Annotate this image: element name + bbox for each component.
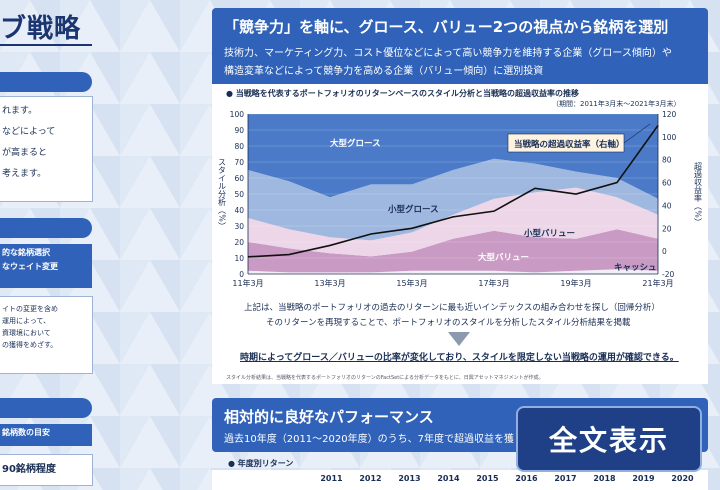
year-cell: 2014 [437, 474, 460, 483]
year-cell: 2015 [476, 474, 499, 483]
y-right-tick-label: 60 [662, 179, 672, 188]
chart-note-1: 上記は、当戦略のポートフォリオの過去のリターンに最も近いインデックスの組み合わせ… [244, 303, 660, 313]
y-left-tick-label: 100 [230, 110, 245, 119]
section-bar-3 [0, 398, 92, 418]
info-box-3: 90銘柄程度 [0, 454, 93, 486]
area-series-0 [248, 269, 658, 274]
y-right-tick-label: 0 [662, 247, 667, 256]
sub-header-text: なウェイト変更 [2, 262, 58, 271]
y-left-tick-label: 70 [234, 158, 244, 167]
year-cell: 2013 [398, 474, 421, 483]
y-right-tick-label: 20 [662, 224, 672, 233]
title-rule [0, 44, 92, 46]
sub-header-text: 的な銘柄選択 [2, 248, 50, 257]
callout-label: 当戦略の超過収益率（右軸） [514, 139, 625, 150]
section-title: ブ戦略 [0, 14, 82, 44]
year-cell: 2012 [359, 474, 382, 483]
series-label: 大型バリュー [478, 252, 529, 263]
sub-header-2: 的な銘柄選択 なウェイト変更 [0, 244, 92, 288]
stock-count-value: 90銘柄程度 [2, 464, 56, 475]
info-text: れます。 [2, 106, 38, 116]
annual-return-label: ● 年度別リターン [228, 459, 294, 468]
strategy-panel: 「競争力」を軸に、グロース、バリュー2つの視点から銘柄を選別 技術力、マーケティ… [212, 8, 708, 88]
x-tick-label: 21年3月 [642, 278, 673, 288]
info-text: 考えます。 [2, 169, 47, 179]
down-arrow-icon [448, 332, 470, 346]
y-right-tick-label: 40 [662, 201, 672, 210]
y-right-tick-label: 80 [662, 156, 672, 165]
callout-pointer [623, 123, 651, 144]
chart-title: ● 当戦略を代表するポートフォリオのリターンベースのスタイル分析と当戦略の超過収… [226, 89, 579, 98]
y-left-tick-label: 40 [234, 206, 244, 215]
area-series-1 [248, 229, 658, 273]
info-text: 運用によって、 [2, 317, 51, 325]
chart-period: （期間：2011年3月末〜2021年3月末） [552, 100, 681, 108]
x-tick-label: 19年3月 [560, 278, 591, 288]
year-cell: 2011 [320, 474, 343, 483]
excess-return-line [247, 124, 659, 258]
y-right-axis-label: 超過収益率（%） [694, 161, 703, 226]
x-tick-label: 11年3月 [232, 278, 263, 288]
year-cell: 2017 [554, 474, 577, 483]
info-text: 資環境において [2, 329, 51, 337]
series-label: 小型グロース [387, 204, 439, 215]
y-left-tick-label: 50 [234, 190, 244, 199]
panel-title: 「競争力」を軸に、グロース、バリュー2つの視点から銘柄を選別 [224, 18, 669, 36]
year-cell: 2019 [632, 474, 655, 483]
y-left-tick-label: 30 [234, 222, 244, 231]
sub-header-3: 銘柄数の目安 [0, 424, 92, 446]
y-right-tick-label: -20 [662, 270, 674, 279]
info-text: などによって [2, 127, 56, 137]
area-series-3 [248, 158, 658, 241]
info-text: イトの変更を含め [2, 305, 58, 313]
y-left-tick-label: 80 [234, 142, 244, 151]
chart-conclusion: 時期によってグロース／バリューの比率が変化しており、スタイルを限定しない当戦略の… [240, 353, 679, 363]
x-tick-label: 15年3月 [396, 278, 427, 288]
series-label: 大型グロース [330, 138, 381, 149]
panel-text-1: 技術力、マーケティング力、コスト優位などによって高い競争力を維持する企業（グロー… [224, 48, 672, 59]
x-tick-label: 17年3月 [478, 278, 509, 288]
y-left-tick-label: 20 [234, 238, 244, 247]
info-box-1: れます。 などによって が高まると 考えます。 [0, 96, 93, 202]
section-bar-1 [0, 72, 92, 92]
year-header-row: 2011 2012 2013 2014 2015 2016 2017 2018 2019 2020 [212, 470, 708, 490]
y-right-tick-label: 100 [662, 133, 677, 142]
info-text: が高まると [2, 148, 48, 158]
performance-title: 相対的に良好なパフォーマンス [224, 408, 434, 426]
y-left-tick-label: 0 [239, 270, 244, 279]
y-left-axis-label: スタイル分析（%） [218, 158, 227, 230]
section-bar-2 [0, 218, 92, 238]
chart-note-2: そのリターンを再現することで、ポートフォリオのスタイルを分析したスタイル分析結果… [266, 318, 631, 328]
y-left-tick-label: 60 [234, 174, 244, 183]
left-column: ブ戦略 れます。 などによって が高まると 考えます。 的な銘柄選択 なウェイト… [0, 0, 96, 490]
info-text: の獲得をめざす。 [2, 341, 58, 349]
performance-text: 過去10年度（2011〜2020年度）のうち、7年度で超過収益を獲 [224, 434, 514, 445]
year-cell: 2020 [671, 474, 694, 483]
x-tick-label: 13年3月 [314, 278, 345, 288]
y-left-tick-label: 90 [234, 126, 244, 135]
style-analysis-chart: 0 10 20 30 40 50 60 70 80 90 100 -20 0 20 40 60 80 100 120… [218, 110, 703, 288]
series-label: キャッシュ [614, 263, 657, 273]
y-left-tick-label: 10 [234, 254, 244, 263]
panel-text-2: 構造変革などによって競争力を高める企業（バリュー傾向）に選別投資 [224, 66, 544, 77]
info-box-2: イトの変更を含め 運用によって、 資環境において の獲得をめざす。 [0, 296, 93, 374]
chart-footnote: スタイル分析結果は、当戦略を代表するポートフォリオのリターンのFactSetによ… [226, 375, 544, 381]
year-cell: 2018 [593, 474, 616, 483]
y-right-tick-label: 120 [662, 110, 677, 119]
year-cell: 2016 [515, 474, 538, 483]
show-full-text-button[interactable]: 全文表示 [516, 406, 702, 472]
series-label: 小型バリュー [523, 228, 575, 239]
